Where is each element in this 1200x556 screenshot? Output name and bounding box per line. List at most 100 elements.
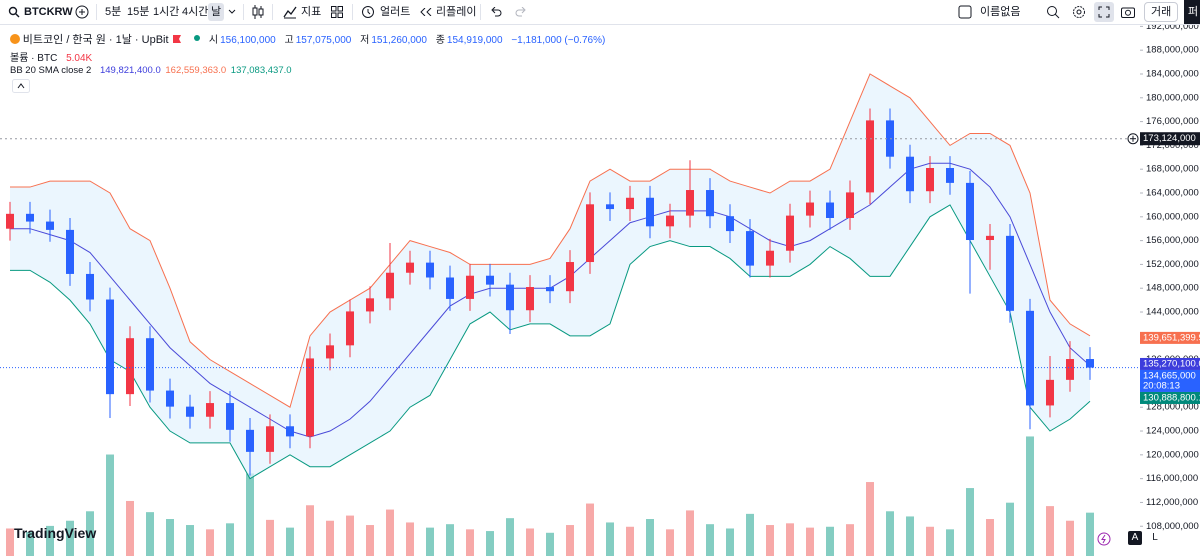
candle-body bbox=[66, 229, 74, 274]
candle-body bbox=[966, 182, 974, 241]
candle-body bbox=[1066, 359, 1074, 380]
ohlc-value: 157,075,000 bbox=[295, 35, 352, 46]
volume-bar bbox=[146, 512, 154, 556]
candle-body bbox=[626, 197, 634, 210]
price-tag-bg bbox=[1140, 391, 1200, 404]
candle-body bbox=[726, 216, 734, 232]
fullscreen[interactable] bbox=[1094, 2, 1114, 22]
indicators[interactable]: 지표 bbox=[301, 6, 322, 18]
candle-body bbox=[786, 215, 794, 251]
layout-name[interactable]: 이름없음 bbox=[980, 6, 1021, 18]
volume-bar bbox=[446, 524, 454, 556]
price-tag-bg bbox=[1140, 357, 1200, 370]
candle-body bbox=[766, 250, 774, 266]
separator bbox=[352, 4, 353, 20]
logo-text: TradingView bbox=[14, 525, 97, 541]
candle-body bbox=[746, 231, 754, 266]
volume-bar bbox=[946, 529, 954, 556]
candle-body bbox=[946, 168, 954, 183]
candle-body bbox=[326, 345, 334, 359]
candle-body bbox=[986, 235, 994, 241]
symbol[interactable]: BTCKRW bbox=[24, 6, 73, 18]
volume-bar bbox=[1086, 512, 1094, 556]
candle-body bbox=[86, 273, 94, 300]
candle-body bbox=[826, 202, 834, 218]
y-tick-label: 124,000,000 bbox=[1146, 426, 1199, 437]
alerts[interactable]: 얼러트 bbox=[380, 6, 411, 18]
search-quick[interactable] bbox=[1046, 5, 1060, 19]
interval[interactable]: 15분 bbox=[127, 6, 150, 18]
volume-bar bbox=[886, 511, 894, 556]
candle-body bbox=[546, 287, 554, 292]
volume-bar bbox=[426, 527, 434, 556]
redo[interactable] bbox=[515, 7, 527, 17]
legend-bb: BB 20 SMA close 2 149,821,400.0 162,559,… bbox=[10, 65, 294, 76]
candle-body bbox=[266, 426, 274, 452]
volume-bar bbox=[546, 532, 554, 556]
volume-bar bbox=[1066, 520, 1074, 556]
indicators-icon[interactable] bbox=[283, 5, 297, 19]
layout-checkbox[interactable] bbox=[958, 5, 972, 19]
y-tick-label: 116,000,000 bbox=[1146, 473, 1198, 484]
candle-body bbox=[1006, 235, 1014, 311]
bb-value: 149,821,400.0 bbox=[99, 65, 161, 76]
candle-body bbox=[166, 390, 174, 407]
candle-body bbox=[126, 338, 134, 395]
publish-button[interactable]: 퍼 bbox=[1184, 0, 1200, 24]
candle-body bbox=[566, 262, 574, 292]
flag-icon[interactable] bbox=[173, 35, 182, 43]
volume-bar bbox=[286, 527, 294, 556]
trade-button[interactable]: 거래 bbox=[1144, 2, 1179, 22]
volume-bar bbox=[646, 519, 654, 556]
collapse-legend[interactable] bbox=[12, 79, 30, 93]
volume-bar bbox=[786, 523, 794, 556]
volume-bar bbox=[466, 529, 474, 556]
candle-body bbox=[1086, 359, 1094, 368]
search-icon[interactable] bbox=[8, 6, 20, 18]
y-tick-label: 176,000,000 bbox=[1146, 116, 1199, 127]
candle-body bbox=[586, 204, 594, 263]
ohlc-value: 151,260,000 bbox=[371, 35, 427, 46]
log-scale[interactable]: L bbox=[1152, 532, 1158, 543]
candle-body bbox=[406, 262, 414, 273]
y-tick-label: 188,000,000 bbox=[1146, 45, 1199, 56]
volume-bar bbox=[126, 500, 134, 556]
templates-icon[interactable] bbox=[331, 6, 343, 18]
candle-body bbox=[606, 204, 614, 210]
interval[interactable]: 4시간 bbox=[182, 6, 209, 18]
candle-body bbox=[686, 190, 694, 216]
y-tick-label: 156,000,000 bbox=[1146, 235, 1199, 246]
interval[interactable]: 5분 bbox=[105, 6, 122, 18]
alert-icon[interactable] bbox=[361, 5, 375, 19]
volume-bar bbox=[586, 503, 594, 556]
chart-type[interactable] bbox=[252, 5, 264, 19]
logo[interactable]: TradingView bbox=[14, 525, 96, 541]
y-tick-label: 112,000,000 bbox=[1146, 497, 1198, 508]
volume-bar bbox=[566, 525, 574, 556]
replay-icon[interactable] bbox=[420, 8, 432, 16]
bb-value: 162,559,363.0 bbox=[165, 65, 227, 76]
volume-bar bbox=[986, 519, 994, 556]
undo[interactable] bbox=[490, 7, 502, 17]
ohlc-value: 154,919,000 bbox=[446, 35, 503, 46]
candle-body bbox=[286, 426, 294, 437]
add-symbol[interactable] bbox=[75, 5, 89, 19]
auto-scale[interactable]: A bbox=[1128, 531, 1142, 545]
y-tick-label: 152,000,000 bbox=[1146, 259, 1199, 270]
crosshair-tag-label: 173,124,000 bbox=[1143, 133, 1196, 144]
volume-bar bbox=[506, 518, 514, 556]
volume-bar bbox=[526, 528, 534, 556]
lightning[interactable] bbox=[1097, 532, 1111, 546]
settings[interactable] bbox=[1072, 5, 1086, 19]
candle-body bbox=[466, 275, 474, 299]
interval[interactable]: 1시간 bbox=[153, 6, 180, 18]
interval-active[interactable]: 날 bbox=[208, 3, 225, 21]
replay[interactable]: 리플레이 bbox=[436, 6, 477, 18]
snapshot[interactable] bbox=[1121, 6, 1135, 18]
y-tick-label: 120,000,000 bbox=[1146, 449, 1199, 460]
interval-menu[interactable] bbox=[228, 9, 236, 15]
volume-bar bbox=[766, 525, 774, 556]
candle-body bbox=[526, 287, 534, 311]
candle-body bbox=[506, 284, 514, 311]
